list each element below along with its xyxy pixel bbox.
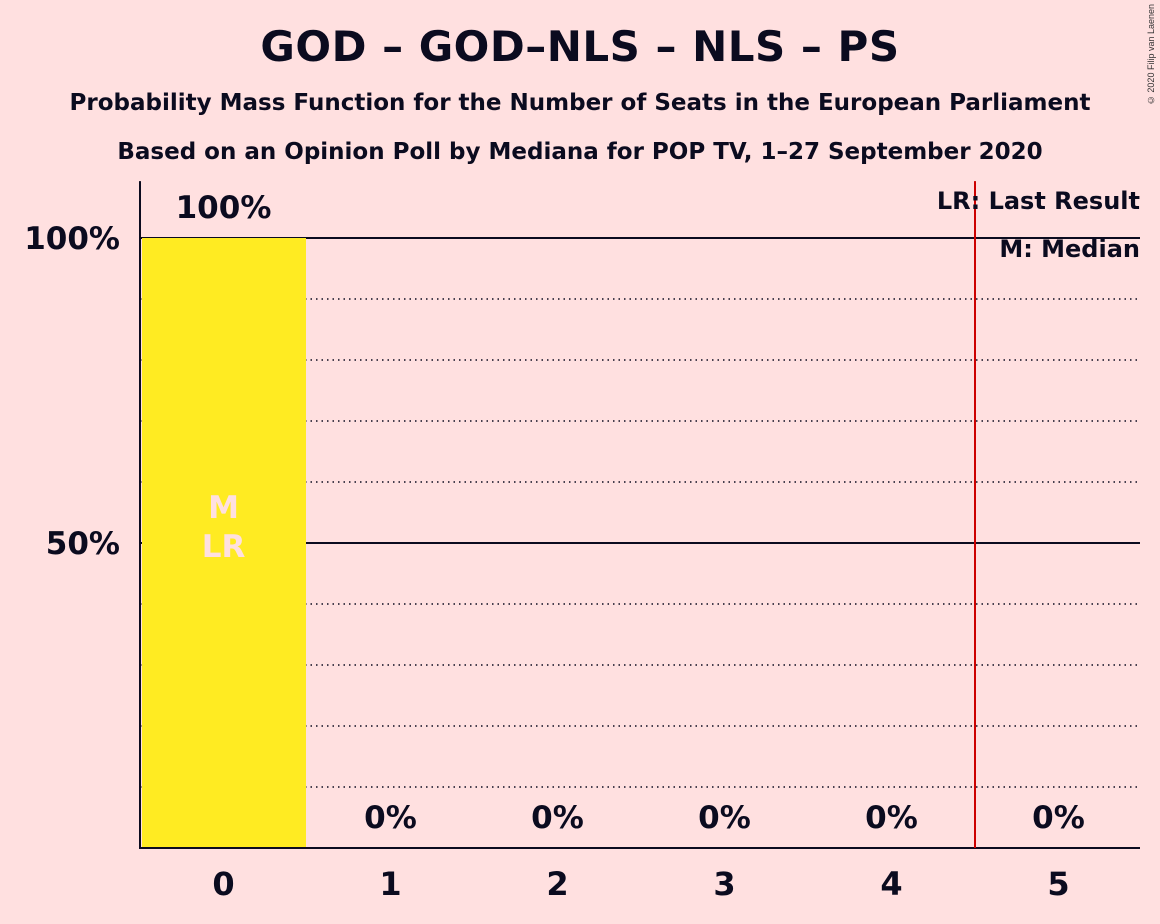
x-tick-label: 1	[379, 865, 401, 903]
data-label: 100%	[176, 190, 272, 226]
legend-median: M: Median	[999, 235, 1140, 263]
x-tick-label: 0	[212, 865, 234, 903]
data-label: 0%	[698, 800, 751, 836]
y-tick-label: 50%	[46, 526, 120, 562]
last-result-marker: LR	[202, 529, 246, 565]
x-tick-label: 4	[880, 865, 902, 903]
chart-subtitle: Probability Mass Function for the Number…	[69, 90, 1091, 116]
data-label: 0%	[531, 800, 584, 836]
x-tick-label: 3	[713, 865, 735, 903]
y-tick-label: 100%	[24, 221, 120, 257]
chart-title: GOD – GOD–NLS – NLS – PS	[260, 22, 900, 71]
x-tick-label: 2	[546, 865, 568, 903]
data-label: 0%	[364, 800, 417, 836]
legend-last-result: LR: Last Result	[937, 187, 1140, 215]
median-marker: M	[208, 490, 239, 526]
data-label: 0%	[1032, 800, 1085, 836]
data-label: 0%	[865, 800, 918, 836]
x-tick-label: 5	[1047, 865, 1069, 903]
chart-source: Based on an Opinion Poll by Mediana for …	[117, 139, 1043, 165]
bar-0	[142, 238, 306, 848]
